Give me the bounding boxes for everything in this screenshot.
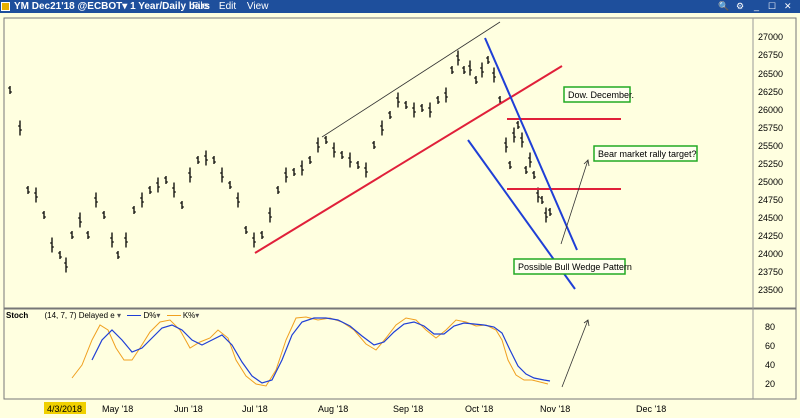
- menu-file[interactable]: File: [192, 1, 209, 12]
- price-tick: 24500: [758, 213, 783, 223]
- time-tick: 4/3/2018: [47, 404, 82, 414]
- k-swatch: [166, 315, 181, 317]
- stoch-axis: 80 60 40 20: [765, 322, 775, 389]
- price-panel: [3, 17, 797, 309]
- close-button[interactable]: ✕: [784, 1, 792, 11]
- price-bars: [8, 50, 552, 273]
- minimize-button[interactable]: _: [754, 1, 760, 11]
- annotation-dow-december[interactable]: Dow. December.: [563, 86, 634, 103]
- price-tick: 24250: [758, 231, 783, 241]
- stoch-params: (14, 7, 7) Delayed e: [44, 311, 115, 320]
- time-tick: Dec '18: [636, 404, 666, 414]
- annotation-bull-wedge[interactable]: Possible Bull Wedge Pattern: [513, 258, 632, 275]
- chart-app-icon: [1, 2, 10, 11]
- price-tick: 25000: [758, 177, 783, 187]
- stoch-name: Stoch: [6, 311, 29, 320]
- time-tick: Aug '18: [318, 404, 348, 414]
- time-tick: Jun '18: [174, 404, 203, 414]
- annotation-text: Dow. December.: [568, 90, 634, 100]
- maximize-button[interactable]: ☐: [768, 1, 777, 11]
- time-tick: Oct '18: [465, 404, 493, 414]
- price-tick: 26750: [758, 50, 783, 60]
- price-tick: 26500: [758, 69, 783, 79]
- menu-view[interactable]: View: [246, 1, 269, 12]
- annotation-text: Bear market rally target?: [598, 149, 697, 159]
- stoch-legend[interactable]: Stoch (14, 7, 7) Delayed e ▾ D%▾ K%▾: [6, 311, 200, 320]
- chart-title[interactable]: YM Dec21'18 @ECBOT▾ 1 Year/Daily bars: [14, 1, 210, 12]
- arrow-head-icon: [583, 159, 590, 167]
- time-tick: Sep '18: [393, 404, 423, 414]
- arrow-head-icon: [583, 319, 590, 327]
- stoch-arrow[interactable]: [561, 319, 589, 388]
- price-tick: 25250: [758, 159, 783, 169]
- time-tick: Nov '18: [540, 404, 570, 414]
- stoch-tick: 60: [765, 341, 775, 351]
- wedge-upper-line[interactable]: [484, 37, 578, 251]
- d-swatch: [127, 315, 142, 317]
- stoch-tick: 80: [765, 322, 775, 332]
- price-tick: 26250: [758, 87, 783, 97]
- current-date-highlight: [44, 402, 86, 414]
- time-axis: 4/3/2018 May '18 Jun '18 Jul '18 Aug '18…: [44, 402, 666, 414]
- rally-target-arrow[interactable]: [560, 159, 589, 245]
- time-tick: Jul '18: [242, 404, 268, 414]
- stoch-tick: 40: [765, 360, 775, 370]
- upper-channel-line[interactable]: [321, 21, 501, 138]
- price-tick: 23500: [758, 285, 783, 295]
- stoch-tick: 20: [765, 379, 775, 389]
- price-tick: 25500: [758, 141, 783, 151]
- time-tick: May '18: [102, 404, 133, 414]
- price-tick: 26000: [758, 105, 783, 115]
- stoch-d-line: [91, 317, 551, 384]
- search-icon[interactable]: 🔍: [718, 1, 730, 11]
- price-tick: 23750: [758, 267, 783, 277]
- price-tick: 24750: [758, 195, 783, 205]
- k-label: K%: [182, 311, 196, 320]
- menu-edit[interactable]: Edit: [218, 1, 237, 12]
- d-label: D%: [143, 311, 157, 320]
- annotation-bear-rally[interactable]: Bear market rally target?: [593, 145, 698, 162]
- menu-bar: File Edit View: [192, 0, 276, 13]
- annotation-text: Possible Bull Wedge Pattern: [518, 262, 632, 272]
- gear-icon[interactable]: ⚙: [736, 1, 745, 11]
- price-tick: 25750: [758, 123, 783, 133]
- price-axis: 27000 26750 26500 26250 26000 25750 2550…: [758, 32, 783, 295]
- price-tick: 27000: [758, 32, 783, 42]
- price-tick: 24000: [758, 249, 783, 259]
- window-titlebar: YM Dec21'18 @ECBOT▾ 1 Year/Daily bars Fi…: [0, 0, 800, 13]
